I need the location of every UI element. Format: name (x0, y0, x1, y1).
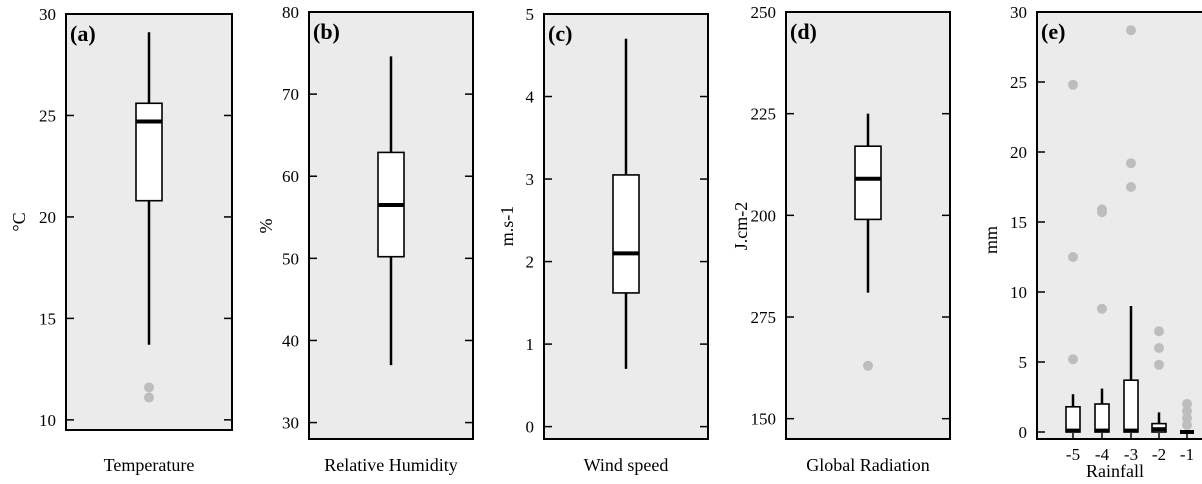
iqr-box (1094, 403, 1110, 433)
x-tick-label: -3 (1124, 445, 1138, 464)
xlabel-e: Rainfall (1086, 461, 1144, 481)
outlier-point (1154, 326, 1164, 337)
y-tick-label: 25 (39, 106, 56, 125)
y-tick-label: 200 (751, 206, 777, 225)
iqr-box (135, 102, 163, 202)
xlabel-b: Relative Humidity (324, 455, 457, 475)
y-tick-label: 20 (1010, 143, 1027, 162)
iqr-box (854, 145, 882, 221)
iqr-box (1065, 405, 1081, 433)
y-tick-label: 2 (526, 253, 535, 272)
x-tick-label: -2 (1152, 445, 1166, 464)
outlier-point (1154, 359, 1164, 370)
outlier-point (1154, 343, 1164, 353)
xlabel-d: Global Radiation (806, 455, 929, 475)
panel-c: (c) 0 1 2 3 4 5 m.s-1 Wind speed (497, 5, 709, 475)
panel-label-c: (c) (548, 21, 572, 46)
y-tick-label: 25 (1010, 73, 1027, 92)
outlier-point (1097, 204, 1107, 215)
y-tick-label: 70 (282, 85, 299, 104)
boxplot-a (135, 32, 163, 403)
plot-area-e (1036, 11, 1202, 440)
y-tick-label: 10 (39, 411, 56, 430)
y-tick-label: 15 (39, 309, 56, 328)
outlier-point (144, 392, 154, 403)
y-tick-label: 30 (282, 414, 299, 433)
y-tick-label: 275 (751, 308, 777, 327)
panel-label-e: (e) (1041, 19, 1065, 44)
boxplot-c (612, 38, 640, 369)
ylabel-b: % (256, 219, 276, 234)
y-tick-label: 5 (1019, 353, 1028, 372)
ylabel-c: m.s-1 (497, 206, 517, 247)
outlier-point (144, 382, 154, 393)
outlier-point (1182, 399, 1192, 409)
panel-label-d: (d) (790, 19, 817, 44)
boxplot-d (854, 113, 882, 371)
iqr-box (1123, 379, 1139, 433)
ylabel-a: °C (9, 212, 29, 231)
panel-label-b: (b) (313, 19, 340, 44)
y-tick-label: 20 (39, 208, 56, 227)
y-axis-b: 30 40 50 60 70 80 (282, 3, 473, 433)
x-tick-label: -4 (1095, 445, 1110, 464)
panel-b: (b) 30 40 50 60 70 80 % Relative Humidity (256, 3, 474, 475)
outlier-point (1182, 413, 1192, 423)
x-tick-label: -1 (1180, 445, 1194, 464)
x-axis-e: -5-4-3-2-10 (1066, 433, 1194, 464)
y-axis-a: 10 15 20 25 30 (39, 5, 232, 430)
y-tick-label: 10 (1010, 283, 1027, 302)
panel-e: (e) 0 5 10 15 20 25 30 mm -5 -4 -3 -2 -1 0 Rainfall (981, 3, 1202, 481)
y-tick-label: 250 (751, 3, 777, 22)
y-axis-c: 0 1 2 3 4 5 (526, 5, 708, 437)
panel-d: (d) 150 275 200 225 250 J.cm-2 Global Radiat… (731, 3, 951, 475)
xlabel-c: Wind speed (584, 455, 669, 475)
y-tick-label: 15 (1010, 213, 1027, 232)
boxplot-e (1065, 25, 1194, 434)
panel-label-a: (a) (70, 21, 96, 46)
y-tick-label: 0 (1019, 423, 1028, 442)
outlier-point (1182, 420, 1192, 430)
xlabel-a: Temperature (104, 455, 195, 475)
ylabel-e: mm (981, 226, 1001, 254)
outlier-point (1097, 303, 1107, 314)
y-tick-label: 1 (526, 335, 535, 354)
outlier-point (1182, 406, 1192, 416)
outlier-point (1068, 252, 1078, 262)
y-tick-label: 0 (526, 418, 535, 437)
y-tick-label: 50 (282, 249, 299, 268)
outlier-point (863, 360, 873, 371)
y-tick-label: 60 (282, 167, 299, 186)
y-tick-label: 30 (39, 5, 56, 24)
outlier-point (1068, 354, 1078, 365)
y-tick-label: 3 (526, 170, 535, 189)
outlier-point (1126, 25, 1136, 36)
y-tick-label: 225 (751, 105, 777, 124)
outlier-point (1068, 79, 1078, 90)
ylabel-d: J.cm-2 (731, 202, 751, 251)
panel-a: (a) 10 15 20 25 30 °C Temperature (9, 5, 233, 475)
y-tick-label: 4 (526, 88, 535, 107)
outlier-point (1126, 158, 1136, 169)
x-tick-label: -5 (1066, 445, 1080, 464)
y-tick-label: 80 (282, 3, 299, 22)
y-tick-label: 150 (751, 410, 777, 429)
y-tick-label: 30 (1010, 3, 1027, 22)
y-axis-d: 150 275 200 225 250 (751, 3, 950, 429)
y-tick-label: 5 (526, 5, 535, 24)
y-axis-e: 0 5 10 15 20 25 30 (1010, 3, 1045, 442)
iqr-box (612, 174, 640, 294)
outlier-point (1126, 182, 1136, 192)
boxplot-b (377, 56, 405, 366)
y-tick-label: 40 (282, 331, 299, 350)
